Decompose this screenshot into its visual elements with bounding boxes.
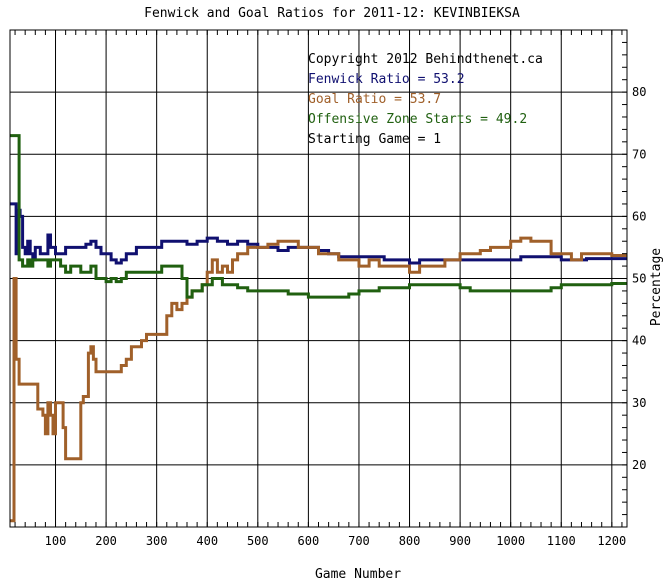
annotation-line: Copyright 2012 Behindthenet.ca <box>308 52 543 67</box>
x-tick-label: 600 <box>298 534 320 548</box>
x-tick-label: 100 <box>45 534 67 548</box>
x-tick-label: 900 <box>449 534 471 548</box>
x-axis-label: Game Number <box>315 567 401 580</box>
y-tick-label: 20 <box>632 458 646 472</box>
chart-title: Fenwick and Goal Ratios for 2011-12: KEV… <box>144 6 520 21</box>
x-tick-label: 1200 <box>597 534 626 548</box>
annotation-line: Offensive Zone Starts = 49.2 <box>308 112 527 127</box>
y-tick-label: 40 <box>632 334 646 348</box>
x-tick-label: 300 <box>146 534 168 548</box>
series-lines <box>10 134 627 523</box>
y-tick-label: 70 <box>632 147 646 161</box>
annotation-line: Goal Ratio = 53.7 <box>308 92 441 107</box>
x-tick-label: 800 <box>399 534 421 548</box>
x-tick-label: 200 <box>95 534 117 548</box>
x-tick-label: 1000 <box>496 534 525 548</box>
legend-annotations: Copyright 2012 Behindthenet.ca Fenwick Ra… <box>308 52 543 147</box>
y-tick-label: 50 <box>632 272 646 286</box>
series-line-offensive-zone-starts <box>10 134 627 299</box>
x-tick-label: 500 <box>247 534 269 548</box>
y-tick-label: 80 <box>632 85 646 99</box>
annotation-line: Starting Game = 1 <box>308 132 441 147</box>
x-tick-label: 1100 <box>547 534 576 548</box>
y-tick-label: 30 <box>632 396 646 410</box>
y-axis-label: Percentage <box>649 248 664 326</box>
x-tick-label: 400 <box>196 534 218 548</box>
y-tick-label: 60 <box>632 209 646 223</box>
x-axis-ticks: 100 200 300 400 500 600 700 800 900 1000 1100 1200 <box>14 30 626 548</box>
x-tick-label: 700 <box>348 534 370 548</box>
y-axis-ticks: 20 30 40 50 60 70 80 <box>622 29 646 528</box>
grid <box>10 30 627 527</box>
annotation-line: Fenwick Ratio = 53.2 <box>308 72 465 87</box>
